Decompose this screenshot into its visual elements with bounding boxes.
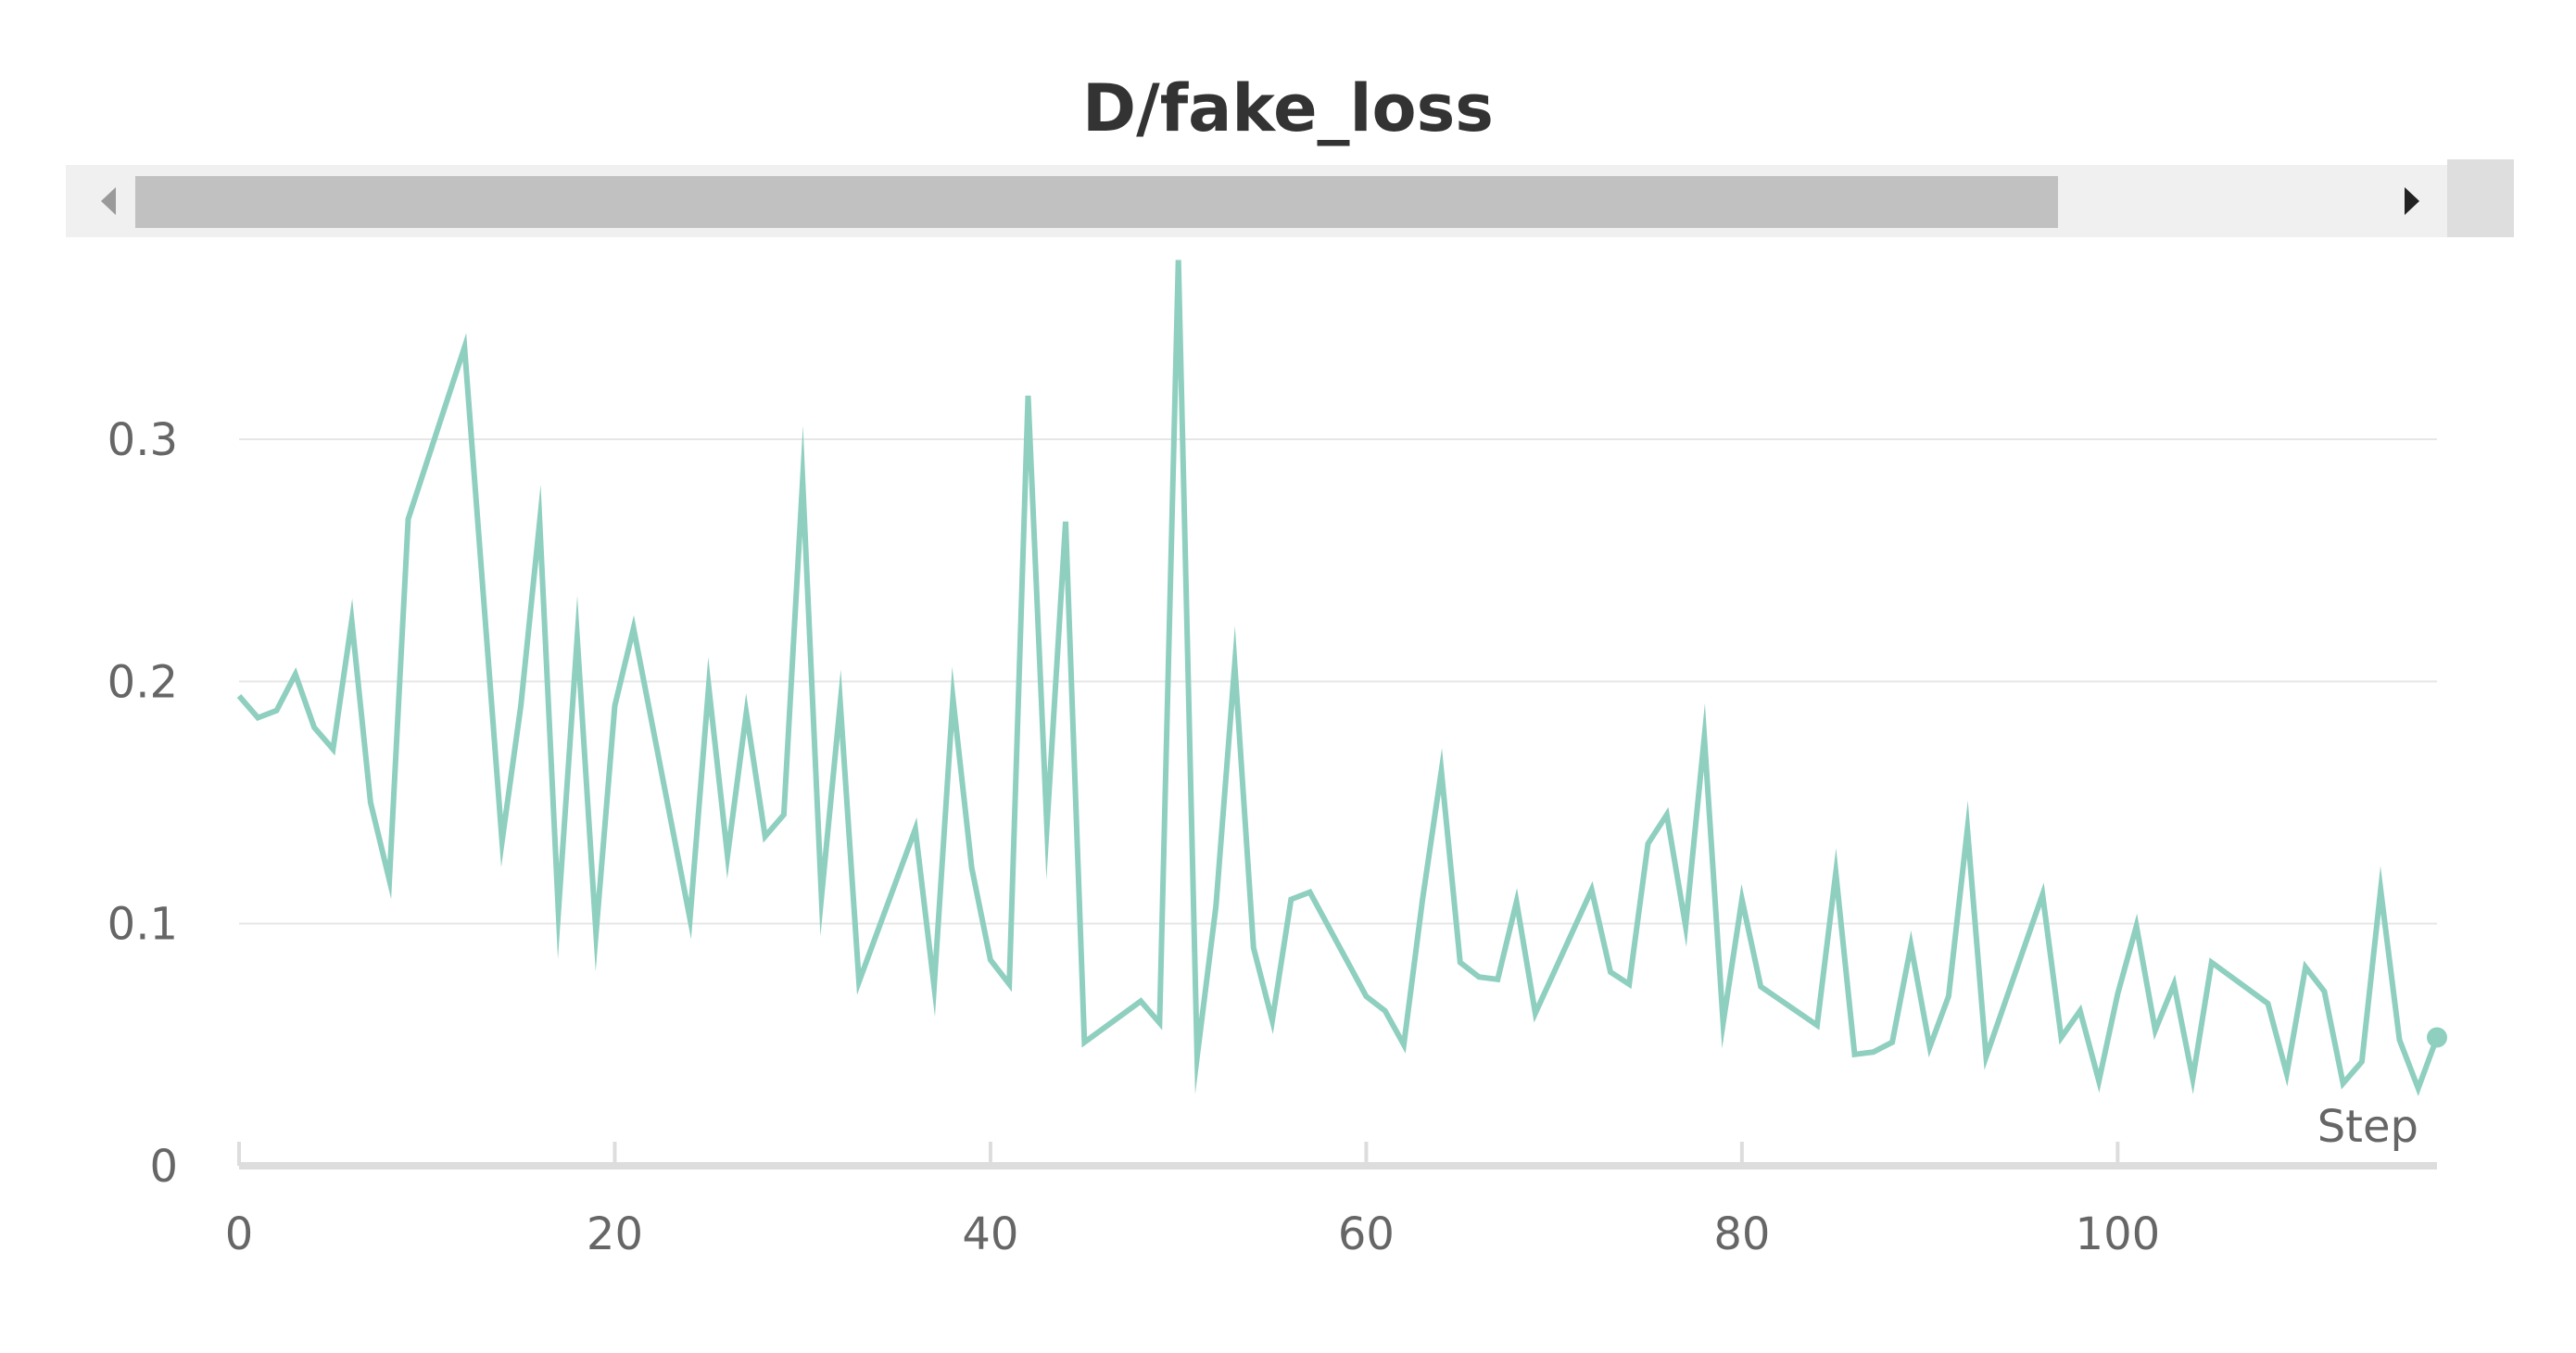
y-tick-label: 0.3 [107, 414, 178, 466]
x-tick-label: 100 [2076, 1208, 2161, 1260]
chart-title: D/fake_loss [1082, 70, 1494, 146]
scrollbar-thumb[interactable] [135, 176, 2058, 228]
series-layer [236, 259, 2447, 1096]
x-axis-label: Step [2317, 1101, 2418, 1153]
y-tick-label: 0.1 [107, 899, 178, 951]
scroll-left-arrow-icon[interactable] [84, 165, 131, 237]
x-tick-label: 0 [225, 1208, 254, 1260]
chart-horizontal-scrollbar[interactable] [66, 159, 2514, 237]
last-point-marker [2427, 1027, 2447, 1048]
grid-lines [239, 438, 2437, 925]
y-tick-label: 0.2 [107, 656, 178, 708]
x-tick-label: 60 [1338, 1208, 1395, 1260]
series-line [236, 259, 2440, 1096]
scrollbar-corner [2447, 159, 2514, 237]
tick-labels: 0 0.1 0.2 0.3 0 20 40 60 80 100 Step [107, 414, 2418, 1260]
x-tick-label: 80 [1713, 1208, 1770, 1260]
y-tick-label: 0 [149, 1141, 178, 1193]
x-tick-label: 40 [962, 1208, 1018, 1260]
x-tick-label: 20 [587, 1208, 643, 1260]
x-axis [237, 1142, 2437, 1170]
scroll-right-arrow-icon[interactable] [2392, 165, 2438, 237]
